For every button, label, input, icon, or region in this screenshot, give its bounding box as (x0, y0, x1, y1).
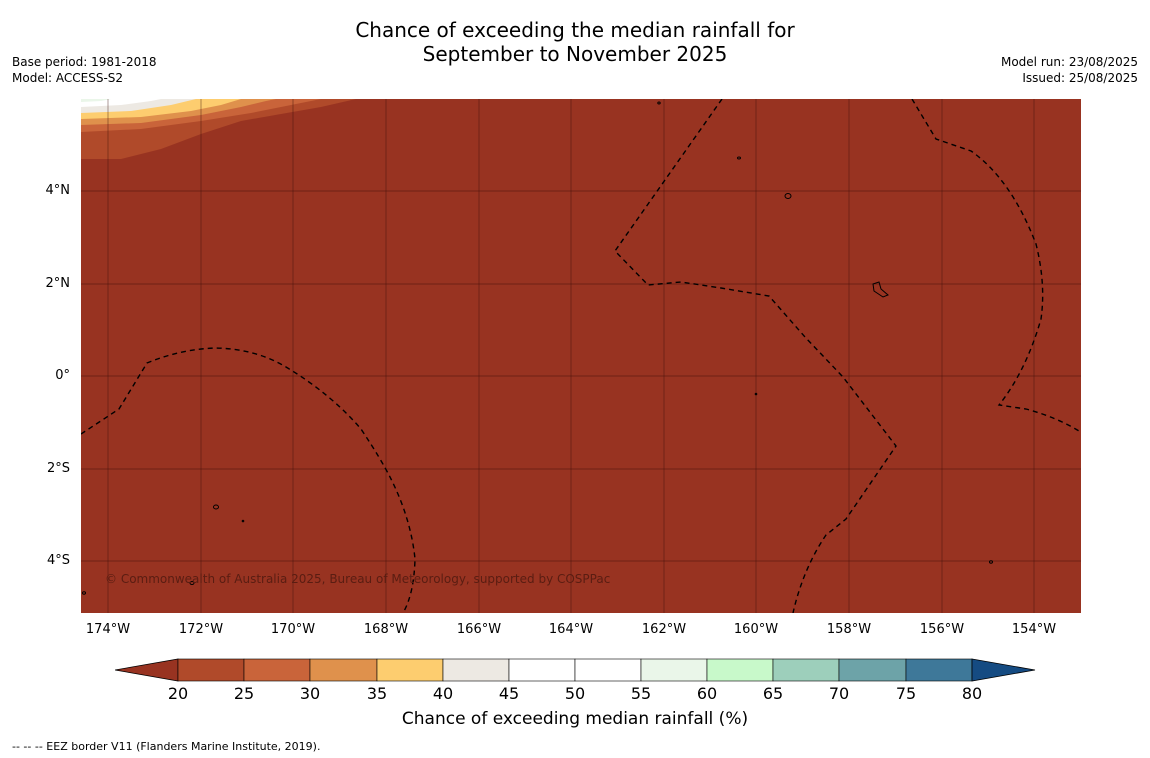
colorbar-bin-20-25 (177, 658, 245, 682)
colorbar-bin-30-35 (309, 658, 378, 682)
eez-border-west (81, 347, 416, 613)
colorbar-tick-30: 30 (299, 684, 321, 703)
colorbar-tick-70: 70 (828, 684, 850, 703)
graticule (81, 99, 1081, 613)
eez-border-central (614, 99, 897, 613)
model-run-text: Model run: 23/08/2025 (1000, 55, 1138, 69)
island-4 (872, 281, 889, 298)
island-1 (657, 101, 661, 105)
colorbar-bin-45-50 (508, 658, 576, 682)
colorbar-tick-45: 45 (498, 684, 520, 703)
colorbar-tick-50: 50 (564, 684, 586, 703)
colorbar-tick-65: 65 (762, 684, 784, 703)
colorbar-bin-50-55 (574, 658, 642, 682)
colorbar-over-arrow (971, 658, 1036, 682)
island-6 (213, 504, 219, 510)
colorbar-tick-25: 25 (233, 684, 255, 703)
colorbar-bin-65-70 (772, 658, 840, 682)
lat-label-2N: 2°N (45, 276, 71, 291)
island-2 (737, 156, 741, 160)
colorbar-bin-40-45 (442, 658, 510, 682)
colorbar-bin-35-40 (376, 658, 444, 682)
copyright-text: © Commonwealth of Australia 2025, Bureau… (105, 572, 611, 586)
model-text: Model: ACCESS-S2 (12, 71, 124, 85)
colorbar-label: Chance of exceeding median rainfall (%) (401, 709, 749, 729)
colorbar-tick-35: 35 (366, 684, 388, 703)
island-9 (989, 560, 993, 564)
lon-label-158W: 158°W (826, 622, 872, 637)
colorbar-tick-75: 75 (895, 684, 917, 703)
colorbar (115, 658, 1036, 682)
lon-label-164W: 164°W (548, 622, 594, 637)
base-period-text: Base period: 1981-2018 (12, 55, 157, 69)
eez-borders (81, 99, 1080, 613)
lon-label-154W: 154°W (1011, 622, 1057, 637)
colorbar-bin-60-65 (706, 658, 774, 682)
lat-label-4S: 4°S (46, 553, 70, 568)
colorbar-under-arrow (115, 658, 179, 682)
lon-label-170W: 170°W (270, 622, 316, 637)
colorbar-tick-20: 20 (167, 684, 189, 703)
map-canvas (81, 99, 1081, 613)
colorbar-tick-60: 60 (696, 684, 718, 703)
island-8 (189, 581, 195, 585)
colorbar-bin-75-80 (905, 658, 973, 682)
colorbar-tick-80: 80 (961, 684, 983, 703)
lon-label-156W: 156°W (919, 622, 965, 637)
eez-footnote: -- -- -- EEZ border V11 (Flanders Marine… (12, 740, 321, 753)
lon-label-168W: 168°W (363, 622, 409, 637)
lat-label-4N: 4°N (45, 183, 71, 198)
lon-label-160W: 160°W (733, 622, 779, 637)
meta-right: Model run: 23/08/2025 Issued: 25/08/2025 (1001, 54, 1138, 86)
island-10 (82, 591, 86, 595)
lat-label-2S: 2°S (46, 461, 70, 476)
lon-label-174W: 174°W (85, 622, 131, 637)
island-5 (754, 392, 758, 396)
issued-text: Issued: 25/08/2025 (1022, 71, 1138, 85)
eez-border-east (911, 99, 1080, 432)
map-panel[interactable]: © Commonwealth of Australia 2025, Bureau… (81, 99, 1081, 613)
islands (82, 101, 993, 595)
map-title: Chance of exceeding the median rainfall … (0, 18, 1150, 66)
title-line-2: September to November 2025 (422, 42, 728, 66)
lon-label-162W: 162°W (641, 622, 687, 637)
colorbar-bin-70-75 (838, 658, 907, 682)
colorbar-tick-40: 40 (432, 684, 454, 703)
title-line-1: Chance of exceeding the median rainfall … (355, 18, 795, 42)
colorbar-bin-25-30 (243, 658, 311, 682)
lon-label-172W: 172°W (178, 622, 224, 637)
colorbar-tick-55: 55 (630, 684, 652, 703)
island-7 (241, 519, 245, 523)
colorbar-bin-55-60 (640, 658, 708, 682)
lon-label-166W: 166°W (456, 622, 502, 637)
island-3 (784, 193, 792, 199)
meta-left: Base period: 1981-2018 Model: ACCESS-S2 (12, 54, 157, 86)
lat-label-0: 0° (55, 368, 70, 383)
shading-band-60 (81, 99, 111, 102)
